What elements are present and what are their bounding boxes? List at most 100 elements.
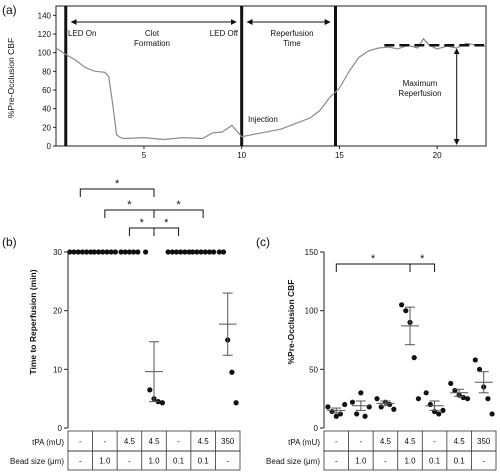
data-point xyxy=(147,387,153,393)
data-point xyxy=(427,401,433,408)
data-point xyxy=(198,249,204,255)
data-point xyxy=(358,390,364,396)
data-point xyxy=(337,411,344,417)
data-point xyxy=(186,249,192,255)
data-point xyxy=(229,369,235,375)
panel-b-plot: 0 10 20 30 * * * * * xyxy=(53,178,239,433)
data-point xyxy=(122,249,128,255)
data-point xyxy=(88,249,94,255)
panel-a-y-label: %Pre-Occlusion CBF xyxy=(6,38,16,118)
data-point xyxy=(67,249,73,255)
significance-bracket xyxy=(104,209,155,218)
significance-bracket xyxy=(153,227,180,236)
data-point xyxy=(169,249,175,255)
data-point xyxy=(206,249,213,255)
table-cell: - xyxy=(335,457,338,466)
data-point xyxy=(100,249,106,255)
data-point xyxy=(411,355,417,361)
table-cell: 350 xyxy=(221,437,235,446)
table-cell: - xyxy=(482,457,485,466)
data-point xyxy=(143,249,149,255)
data-point xyxy=(165,249,171,255)
data-point xyxy=(342,401,348,408)
table-cell: 0.1 xyxy=(429,457,441,466)
table-cell: 1.0 xyxy=(99,457,111,466)
data-point xyxy=(182,249,188,255)
table-cell: 4.5 xyxy=(380,437,392,446)
panel-c-label: (c) xyxy=(256,235,270,249)
panel-c-plot: 0 50 100 150 * * xyxy=(305,248,495,433)
maximum-label: Maximum xyxy=(403,79,438,88)
data-point xyxy=(366,404,372,410)
clot-label: Clot xyxy=(145,29,160,38)
panel-b-y-label: Time to Reperfusion (min) xyxy=(28,269,38,374)
data-point xyxy=(448,380,454,387)
significance-bracket xyxy=(335,263,411,272)
data-point xyxy=(79,249,85,255)
tpa-row-label: tPA (mU) xyxy=(32,438,64,447)
data-point xyxy=(374,396,380,402)
table-cell: 1.0 xyxy=(404,457,416,466)
panel-a-frame xyxy=(55,5,487,147)
data-point xyxy=(378,404,384,410)
panel-b-label: (b) xyxy=(2,235,17,249)
table-cell: - xyxy=(177,437,180,446)
table-cell: 4.5 xyxy=(148,437,160,446)
data-point xyxy=(194,249,200,255)
bead-row-label: Bead size (μm) xyxy=(266,457,320,466)
data-point xyxy=(173,249,180,255)
significance-bracket xyxy=(409,263,436,272)
data-point xyxy=(233,400,239,406)
y-tick-label: 30 xyxy=(53,248,62,257)
data-point xyxy=(325,404,331,410)
panel-a-x-tick-label: 20 xyxy=(433,151,442,160)
data-point xyxy=(387,401,393,408)
data-point xyxy=(216,249,222,255)
significance-star: * xyxy=(420,253,425,265)
table-cell: - xyxy=(79,437,82,446)
data-point xyxy=(485,396,491,402)
data-point xyxy=(489,411,495,417)
table-cell: 350 xyxy=(477,437,491,446)
significance-bracket xyxy=(79,188,155,197)
panel-a-event-lines xyxy=(64,6,337,146)
table-cell: 0.1 xyxy=(198,457,210,466)
data-point xyxy=(362,413,368,419)
bead-row-label: Bead size (μm) xyxy=(10,457,64,466)
table-cell: 1.0 xyxy=(355,457,367,466)
data-point xyxy=(403,308,409,314)
data-point xyxy=(333,413,339,419)
panel-a-x-tick-label: 10 xyxy=(237,151,246,160)
table-cell: 4.5 xyxy=(124,437,136,446)
panel-a-y-tick-label: 140 xyxy=(38,11,52,20)
data-point xyxy=(83,249,90,255)
data-point xyxy=(135,249,141,255)
table-cell: 1.0 xyxy=(148,457,160,466)
data-point xyxy=(391,406,397,412)
data-point xyxy=(118,249,124,255)
significance-bracket xyxy=(153,209,204,218)
data-point xyxy=(415,396,421,402)
data-point xyxy=(95,249,102,255)
table-cell: - xyxy=(384,457,387,466)
significance-star: * xyxy=(115,178,120,190)
panel-a-y-ticks: 0 20 40 60 80 100 120 140 xyxy=(38,11,56,151)
y-tick-label: 0 xyxy=(314,424,319,433)
cbf-trace-line xyxy=(55,37,487,141)
data-point xyxy=(91,249,97,255)
table-cell: - xyxy=(433,437,436,446)
data-point xyxy=(220,249,227,255)
panel-a-arrows xyxy=(70,19,460,145)
y-tick-label: 100 xyxy=(305,307,319,316)
y-tick-label: 50 xyxy=(309,365,318,374)
led-on-label: LED On xyxy=(68,29,96,38)
time-label: Time xyxy=(283,39,301,48)
formation-label: Formation xyxy=(134,39,170,48)
panel-a-x-ticks: 5 10 15 20 xyxy=(142,146,442,160)
table-cell: - xyxy=(79,457,82,466)
led-off-label: LED Off xyxy=(210,29,239,38)
significance-star: * xyxy=(176,199,181,211)
data-point xyxy=(104,249,110,255)
data-point xyxy=(329,408,335,415)
data-point xyxy=(440,407,446,413)
